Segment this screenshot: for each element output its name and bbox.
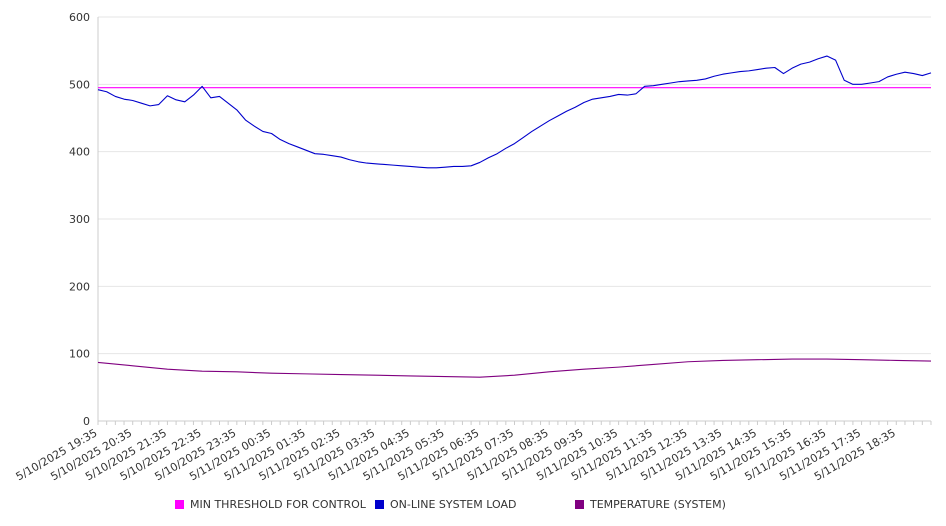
legend-swatch-temperature	[575, 500, 584, 509]
x-tick-labels: 5/10/2025 19:355/10/2025 20:355/10/2025 …	[14, 426, 898, 483]
y-tick-labels: 0 100 200 300 400 500 600	[69, 11, 90, 428]
legend-label-threshold: MIN THRESHOLD FOR CONTROL	[190, 498, 366, 511]
axes	[97, 17, 932, 425]
series-line-system-load	[97, 55, 932, 169]
y-tick-label: 200	[69, 280, 90, 293]
grid-lines	[98, 16, 931, 355]
legend-item-temperature[interactable]: TEMPERATURE (SYSTEM)	[575, 498, 726, 511]
series-line-temperature	[97, 358, 932, 378]
y-tick-label: 100	[69, 348, 90, 361]
y-tick-label: 500	[69, 78, 90, 91]
y-tick-label: 600	[69, 11, 90, 24]
y-tick-label: 300	[69, 213, 90, 226]
legend: MIN THRESHOLD FOR CONTROL ON-LINE SYSTEM…	[0, 498, 946, 514]
legend-swatch-threshold	[175, 500, 184, 509]
y-tick-label: 0	[83, 415, 90, 428]
legend-label-system-load: ON-LINE SYSTEM LOAD	[390, 498, 517, 511]
legend-item-threshold[interactable]: MIN THRESHOLD FOR CONTROL	[175, 498, 366, 511]
legend-item-system-load[interactable]: ON-LINE SYSTEM LOAD	[375, 498, 516, 511]
legend-swatch-system-load	[375, 500, 384, 509]
series-lines	[97, 55, 932, 378]
y-tick-label: 400	[69, 146, 90, 159]
legend-label-temperature: TEMPERATURE (SYSTEM)	[590, 498, 726, 511]
